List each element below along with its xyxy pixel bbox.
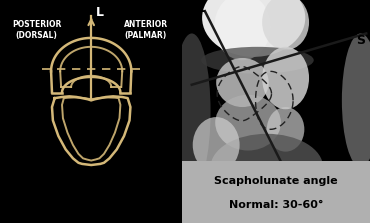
Ellipse shape xyxy=(262,47,309,109)
Text: POSTERIOR
(DORSAL): POSTERIOR (DORSAL) xyxy=(12,21,61,40)
Text: ANTERIOR
(PALMAR): ANTERIOR (PALMAR) xyxy=(124,21,168,40)
Ellipse shape xyxy=(211,134,323,201)
Text: Scapholunate angle: Scapholunate angle xyxy=(214,176,338,186)
Ellipse shape xyxy=(202,0,305,57)
Ellipse shape xyxy=(193,117,240,173)
Ellipse shape xyxy=(216,58,269,107)
Ellipse shape xyxy=(173,33,211,190)
Text: L: L xyxy=(197,2,205,15)
Ellipse shape xyxy=(262,0,309,50)
Text: L: L xyxy=(96,6,104,19)
Ellipse shape xyxy=(342,33,370,167)
FancyBboxPatch shape xyxy=(182,161,370,223)
Text: S: S xyxy=(356,34,365,47)
Ellipse shape xyxy=(267,107,305,152)
Ellipse shape xyxy=(214,0,270,60)
Ellipse shape xyxy=(201,47,314,74)
Ellipse shape xyxy=(215,95,281,151)
Text: Normal: 30-60°: Normal: 30-60° xyxy=(229,200,323,210)
